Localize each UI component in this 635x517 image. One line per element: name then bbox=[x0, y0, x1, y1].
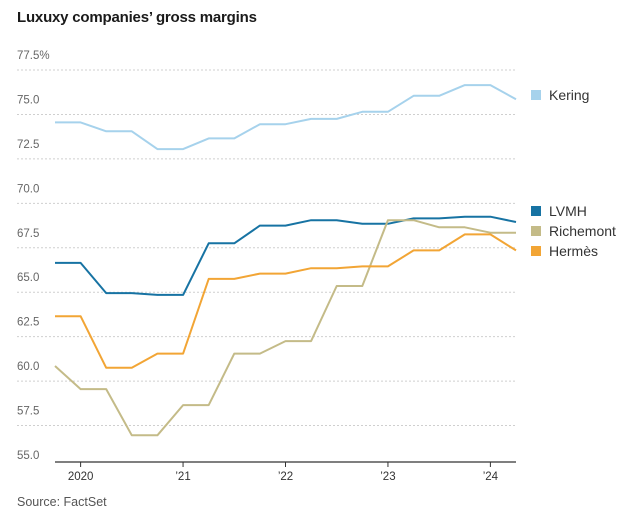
legend-swatch-kering bbox=[531, 90, 541, 100]
legend-swatch-hermes bbox=[531, 246, 541, 256]
legend-label-lvmh: LVMH bbox=[549, 203, 587, 219]
x-tick-label: 2020 bbox=[68, 471, 94, 483]
y-tick-label: 55.0 bbox=[17, 450, 39, 462]
x-tick-label: ’21 bbox=[175, 471, 190, 483]
y-tick-label: 60.0 bbox=[17, 361, 39, 373]
legend-item-kering: Kering bbox=[531, 87, 589, 103]
y-tick-label: 72.5 bbox=[17, 139, 39, 151]
x-tick-label: ’24 bbox=[483, 471, 499, 483]
y-tick-label: 70.0 bbox=[17, 183, 39, 195]
gridlines bbox=[17, 69, 516, 427]
legend-label-richemont: Richemont bbox=[549, 223, 616, 239]
y-tick-label: 67.5 bbox=[17, 228, 39, 240]
y-tick-label: 77.5% bbox=[17, 50, 50, 62]
x-axis: 2020 ’21 ’22 ’23 ’24 bbox=[55, 461, 516, 483]
series-line-kering bbox=[55, 84, 517, 151]
legend-item-richemont: Richemont bbox=[531, 223, 616, 239]
y-tick-label: 75.0 bbox=[17, 94, 39, 106]
legend-swatch-richemont bbox=[531, 226, 541, 236]
legend-label-kering: Kering bbox=[549, 87, 590, 103]
x-tick-label: ’23 bbox=[380, 471, 395, 483]
series-lines bbox=[54, 84, 517, 437]
x-tick-label: ’22 bbox=[278, 471, 293, 483]
y-tick-label: 57.5 bbox=[17, 406, 39, 418]
y-tick-label: 62.5 bbox=[17, 317, 39, 329]
chart-title: Luxuxy companies’ gross margins bbox=[17, 9, 257, 26]
series-line-richemont bbox=[54, 219, 516, 437]
legend-label-hermes: Hermès bbox=[549, 243, 599, 259]
series-line-lvmh bbox=[55, 215, 517, 296]
source-note: Source: FactSet bbox=[17, 495, 107, 509]
legend-swatch-lvmh bbox=[531, 206, 541, 216]
series-line-herme-s bbox=[55, 233, 517, 369]
y-axis-tick-labels: 77.5% 75.0 72.5 70.0 67.5 65.0 62.5 60.0 57.5 55.… bbox=[17, 50, 50, 462]
y-tick-label: 65.0 bbox=[17, 272, 39, 284]
legend-item-hermes: Hermès bbox=[531, 243, 598, 259]
legend-item-lvmh: LVMH bbox=[531, 203, 587, 219]
